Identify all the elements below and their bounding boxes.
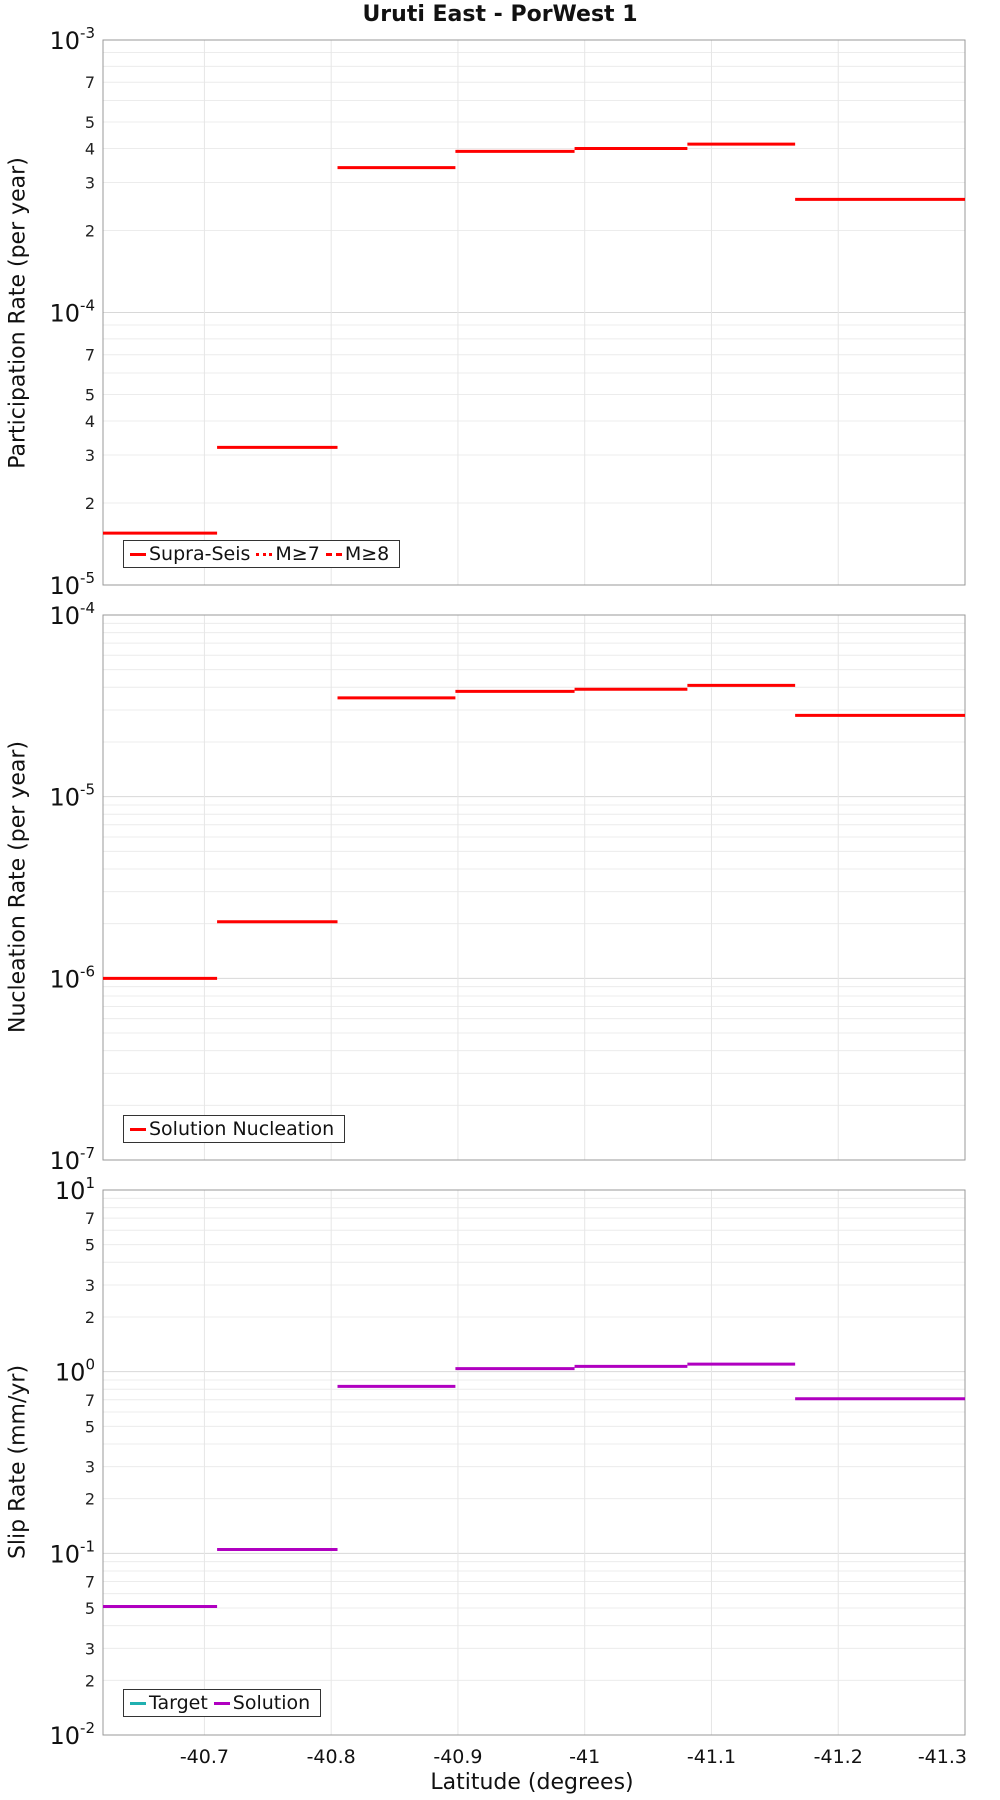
legend-entry-supra-seis: Supra-Seis	[128, 543, 250, 565]
y-minor-tick-label: 3	[85, 1458, 95, 1477]
y-minor-tick-label: 5	[85, 1236, 95, 1255]
y-tick-base: 10	[55, 1359, 86, 1387]
nucleation-legend: Solution Nucleation	[123, 1115, 346, 1143]
y-decade-tick-label: 101	[55, 1174, 95, 1205]
legend-swatch-solution-nucleation	[130, 1127, 146, 1131]
y-tick-exponent: -7	[80, 1144, 95, 1162]
y-decade-tick-label: 10-5	[49, 781, 95, 812]
legend-entry-m8: M≥8	[324, 543, 389, 565]
y-tick-exponent: -4	[80, 297, 95, 315]
y-minor-tick-label: 4	[85, 412, 95, 431]
x-tick-label: -41.3	[918, 1746, 967, 1768]
x-tick-label: -41	[569, 1746, 600, 1768]
y-minor-tick-label: 7	[85, 1209, 95, 1228]
figure-title: Uruti East - PorWest 1	[362, 2, 638, 27]
y-minor-tick-label: 7	[85, 346, 95, 365]
y-tick-base: 10	[49, 1722, 80, 1750]
slip-rate-legend: Target Solution	[123, 1689, 322, 1717]
y-minor-tick-label: 5	[85, 1417, 95, 1436]
y-tick-exponent: -5	[80, 569, 95, 587]
y-minor-tick-label: 2	[85, 1490, 95, 1509]
legend-swatch-target	[130, 1701, 146, 1705]
y-tick-base: 10	[49, 300, 80, 328]
y-minor-tick-label: 4	[85, 139, 95, 158]
legend-entry-solution-nucleation: Solution Nucleation	[128, 1118, 334, 1140]
y-minor-tick-label: 2	[85, 1308, 95, 1327]
y-minor-tick-label: 7	[85, 73, 95, 92]
plot-frame	[102, 1189, 966, 1736]
y-tick-base: 10	[49, 1540, 80, 1568]
y-tick-base: 10	[49, 1147, 80, 1175]
y-minor-tick-label: 5	[85, 113, 95, 132]
y-decade-tick-label: 10-4	[49, 599, 95, 630]
y-minor-tick-label: 2	[85, 1671, 95, 1690]
y-minor-tick-label: 5	[85, 386, 95, 405]
y-tick-exponent: 0	[85, 1356, 95, 1374]
y-minor-tick-label: 3	[85, 446, 95, 465]
legend-entry-target: Target	[128, 1692, 208, 1714]
plot-frame	[102, 39, 966, 586]
x-tick-label: -40.7	[180, 1746, 229, 1768]
y-minor-tick-label: 3	[85, 1639, 95, 1658]
y-tick-exponent: -3	[80, 24, 95, 42]
y-minor-tick-label: 3	[85, 1276, 95, 1295]
y-minor-tick-label: 7	[85, 1391, 95, 1410]
x-tick-label: -41.1	[687, 1746, 736, 1768]
y-tick-exponent: -4	[80, 599, 95, 617]
y-minor-tick-label: 7	[85, 1572, 95, 1591]
legend-label-solution-nucleation: Solution Nucleation	[149, 1118, 335, 1140]
y-tick-base: 10	[55, 1177, 86, 1205]
legend-swatch-m8	[325, 552, 342, 556]
y-decade-tick-label: 10-7	[49, 1144, 95, 1175]
legend-label-m8: M≥8	[344, 543, 390, 565]
participation-y-axis-label: Participation Rate (per year)	[5, 157, 31, 469]
y-tick-base: 10	[49, 602, 80, 630]
y-tick-exponent: -5	[80, 781, 95, 799]
nucleation-y-axis-label: Nucleation Rate (per year)	[5, 741, 31, 1033]
y-tick-exponent: -6	[80, 962, 95, 980]
y-tick-exponent: -1	[80, 1537, 95, 1555]
y-decade-tick-label: 10-1	[49, 1537, 95, 1568]
y-decade-tick-label: 10-6	[49, 962, 95, 993]
x-axis-label: Latitude (degrees)	[430, 1770, 634, 1795]
legend-swatch-supra-seis	[130, 552, 146, 556]
y-minor-tick-label: 5	[85, 1599, 95, 1618]
y-tick-base: 10	[49, 27, 80, 55]
x-tick-label: -40.8	[307, 1746, 356, 1768]
y-decade-tick-label: 100	[55, 1356, 95, 1387]
legend-swatch-m7	[256, 552, 273, 556]
legend-entry-m7: M≥7	[254, 543, 320, 565]
y-tick-exponent: -2	[80, 1719, 95, 1737]
y-tick-base: 10	[49, 572, 80, 600]
y-minor-tick-label: 2	[85, 494, 95, 513]
legend-entry-solution: Solution	[212, 1692, 310, 1714]
y-decade-tick-label: 10-3	[49, 24, 95, 55]
y-decade-tick-label: 10-5	[49, 569, 95, 600]
x-tick-label: -41.2	[814, 1746, 863, 1768]
legend-label-supra-seis: Supra-Seis	[149, 543, 251, 565]
participation-legend: Supra-Seis M≥7 M≥8	[123, 540, 401, 568]
slip-rate-y-axis-label: Slip Rate (mm/yr)	[5, 1364, 31, 1560]
y-tick-base: 10	[49, 784, 80, 812]
legend-label-solution: Solution	[232, 1692, 311, 1714]
y-minor-tick-label: 2	[85, 221, 95, 240]
legend-swatch-solution	[213, 1701, 230, 1705]
y-minor-tick-label: 3	[85, 173, 95, 192]
y-decade-tick-label: 10-2	[49, 1719, 95, 1750]
y-tick-base: 10	[49, 965, 80, 993]
legend-label-target: Target	[149, 1692, 208, 1714]
y-tick-exponent: 1	[85, 1174, 95, 1192]
legend-label-m7: M≥7	[275, 543, 320, 565]
y-decade-tick-label: 10-4	[49, 297, 95, 328]
x-tick-label: -40.9	[433, 1746, 482, 1768]
plot-frame	[102, 614, 966, 1161]
